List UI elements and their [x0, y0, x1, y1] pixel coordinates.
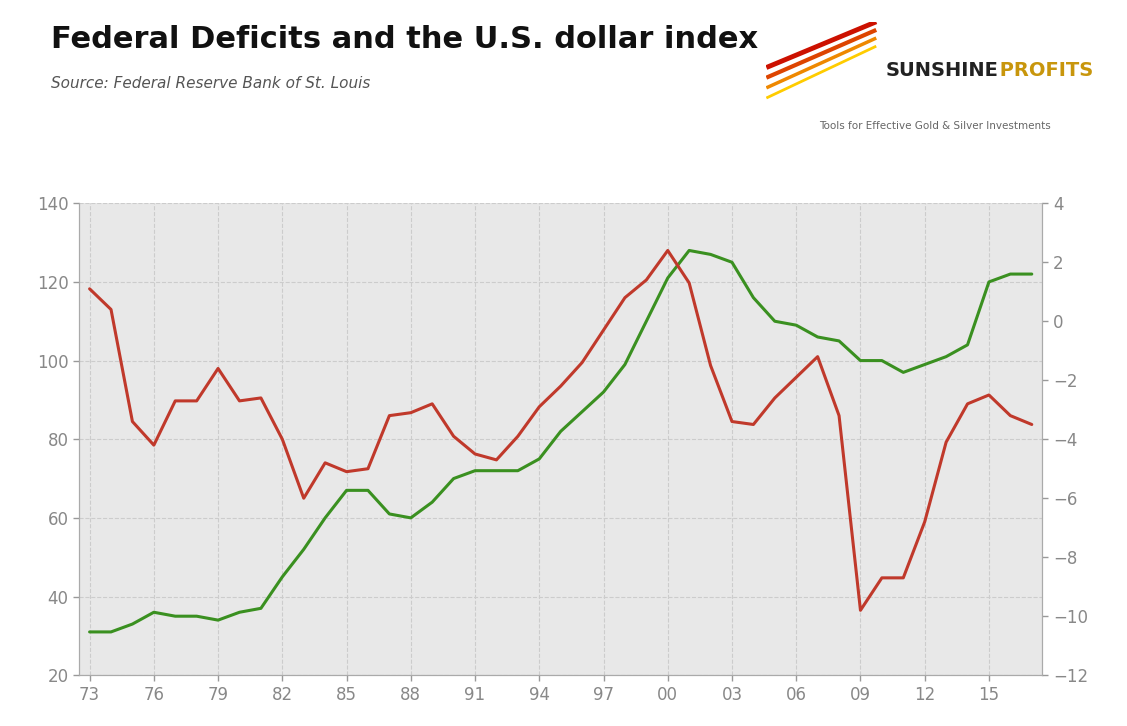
- Text: PROFITS: PROFITS: [994, 61, 1093, 80]
- Text: Source: Federal Reserve Bank of St. Louis: Source: Federal Reserve Bank of St. Loui…: [51, 76, 370, 91]
- Text: Federal Deficits and the U.S. dollar index: Federal Deficits and the U.S. dollar ind…: [51, 25, 757, 54]
- Text: SUNSHINE: SUNSHINE: [886, 61, 999, 80]
- Text: Tools for Effective Gold & Silver Investments: Tools for Effective Gold & Silver Invest…: [819, 121, 1051, 131]
